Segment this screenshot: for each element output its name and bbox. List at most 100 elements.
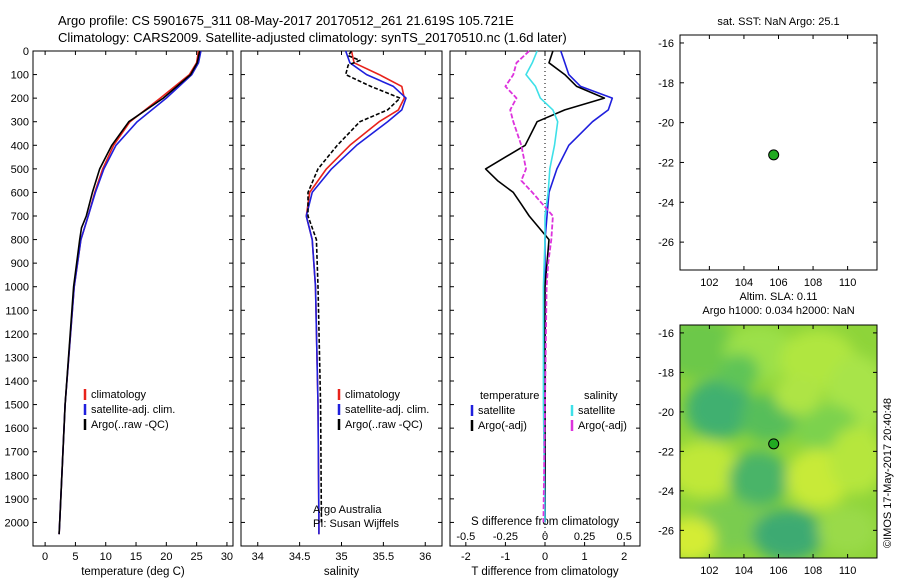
series-line [58,50,201,535]
y-tick-label: -26 [658,525,674,537]
map-title: sat. SST: NaN Argo: 25.1 [717,16,839,28]
heatmap-cell [774,374,823,415]
y-tick-label: 800 [11,235,29,247]
y-tick-label: 900 [11,258,29,270]
x-tick-label: 106 [769,565,787,577]
argo-position-marker [768,149,780,161]
legend-label: climatology [345,389,401,401]
legend-label: Argo(..raw -QC) [345,419,423,431]
x-axis-label: T difference from climatology [471,566,618,578]
legend-title: temperature [480,390,539,402]
y-tick-label: 1600 [5,423,29,435]
x-tick-label: 0 [542,551,548,563]
x-tick-label: 34.5 [289,551,310,563]
series-line [307,50,401,523]
y-tick-label: 1400 [5,376,29,388]
y-tick-label: -20 [658,407,674,419]
x-tick-label: 110 [839,277,857,289]
y-tick-label: -18 [658,367,674,379]
series-line [484,50,606,523]
y-tick-label: 1000 [5,282,29,294]
x-tick-label: 2 [621,551,627,563]
x-tick-label: 10 [100,551,112,563]
x-tick-label: 110 [839,565,857,577]
plot-frame [240,50,443,547]
y-tick-label: 0 [23,46,29,58]
heatmap-cell [685,378,754,439]
y-tick-label: -20 [658,118,674,130]
y-tick-label: 2000 [5,517,29,529]
x-tick-label: 20 [160,551,172,563]
y-tick-label: -16 [658,328,674,340]
x-tick-label: 35 [335,551,347,563]
x-tick-label: 15 [130,551,142,563]
y-tick-label: -22 [658,446,674,458]
legend-label: Argo(..raw -QC) [91,419,169,431]
sla-heatmap [680,325,877,558]
y-tick-label: 700 [11,211,29,223]
series-line [544,50,614,523]
y-tick-label: 400 [11,140,29,152]
x-tick-label: 108 [804,565,822,577]
x-tick-label: 35.5 [373,551,394,563]
y-tick-label: 1900 [5,494,29,506]
x-tick-label: 104 [735,565,753,577]
y-tick-label: -18 [658,78,674,90]
legend-label: Argo(-adj) [478,420,527,432]
argo-position-marker [768,438,780,450]
y-tick-label: 1700 [5,447,29,459]
series-line [305,50,407,535]
heatmap-cell [728,450,789,507]
heatmap-cell [752,508,825,558]
y-tick-label: 1800 [5,470,29,482]
x-tick-label: 102 [700,565,718,577]
y-tick-label: 100 [11,70,29,82]
top-tick-label: 0 [542,531,548,543]
x-axis-label: salinity [324,566,359,578]
legend-title: salinity [584,390,618,402]
legend-label: climatology [91,389,147,401]
figure-title-line2: Climatology: CARS2009. Satellite-adjuste… [58,30,567,45]
y-tick-label: 200 [11,93,29,105]
x-tick-label: 0 [42,551,48,563]
top-tick-label: 0.25 [574,531,595,543]
y-tick-label: -16 [658,38,674,50]
y-tick-label: 300 [11,117,29,129]
x-tick-label: 1 [582,551,588,563]
x-tick-label: 102 [700,277,718,289]
heatmap-cell [680,517,716,558]
y-tick-label: 1200 [5,329,29,341]
heatmap-cell [829,426,877,495]
credit-text: ©IMOS 17-May-2017 20:40:48 [882,398,894,548]
series-line [525,50,559,523]
x-tick-label: 108 [804,277,822,289]
legend-label: satellite [578,405,615,417]
y-tick-label: 1500 [5,400,29,412]
y-tick-label: 600 [11,187,29,199]
x-tick-label: 30 [221,551,233,563]
series-line [504,50,554,523]
legend-label: Argo(-adj) [578,420,627,432]
legend-label: satellite-adj. clim. [345,404,429,416]
annotation-text: PI: Susan Wijffels [313,518,399,530]
legend-label: satellite [478,405,515,417]
y-tick-label: -22 [658,157,674,169]
top-tick-label: 0.5 [617,531,632,543]
heatmap-cell [817,506,877,555]
y-tick-label: 1100 [5,305,29,317]
annotation-text: Argo Australia [313,504,382,516]
map-title: Altim. SLA: 0.11 [739,291,817,303]
plot-frame [32,50,234,547]
x-tick-label: 104 [735,277,753,289]
map-title: Argo h1000: 0.034 h2000: NaN [702,305,854,317]
x-tick-label: -1 [501,551,511,563]
y-tick-label: -24 [658,197,674,209]
temperature-panel: 0100200300400500600700800900100011001200… [5,46,234,578]
x-tick-label: 36 [419,551,431,563]
top-tick-label: -0.5 [456,531,475,543]
x-tick-label: 34 [252,551,264,563]
heatmap-cell [719,353,760,390]
y-tick-label: 1300 [5,352,29,364]
